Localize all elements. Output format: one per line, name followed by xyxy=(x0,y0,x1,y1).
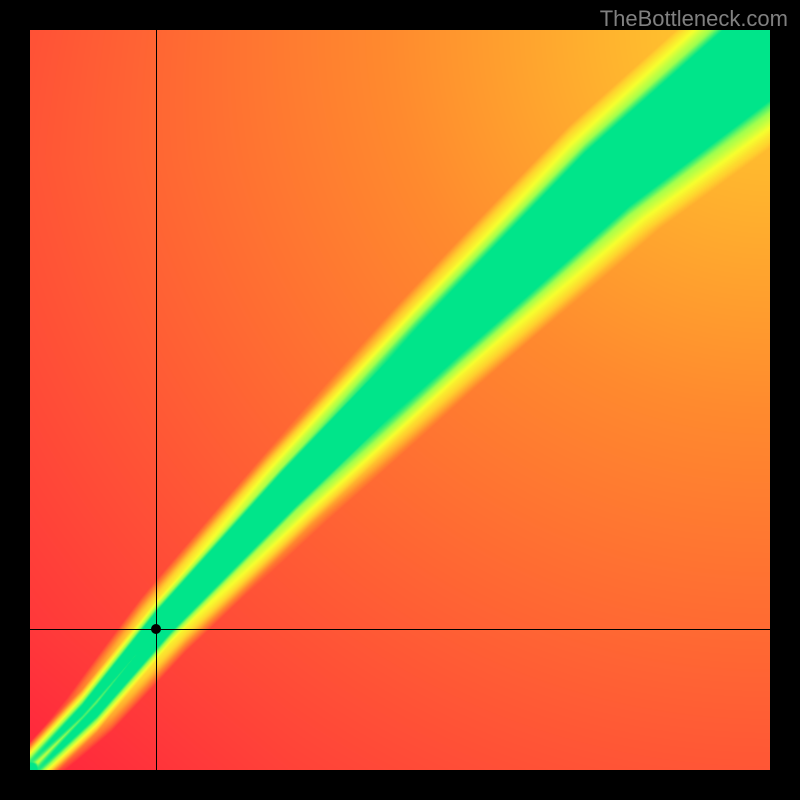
crosshair-horizontal xyxy=(30,629,770,630)
heatmap-canvas xyxy=(30,30,770,770)
watermark-text: TheBottleneck.com xyxy=(600,6,788,32)
crosshair-vertical xyxy=(156,30,157,770)
data-point xyxy=(151,624,161,634)
heatmap-plot xyxy=(30,30,770,770)
